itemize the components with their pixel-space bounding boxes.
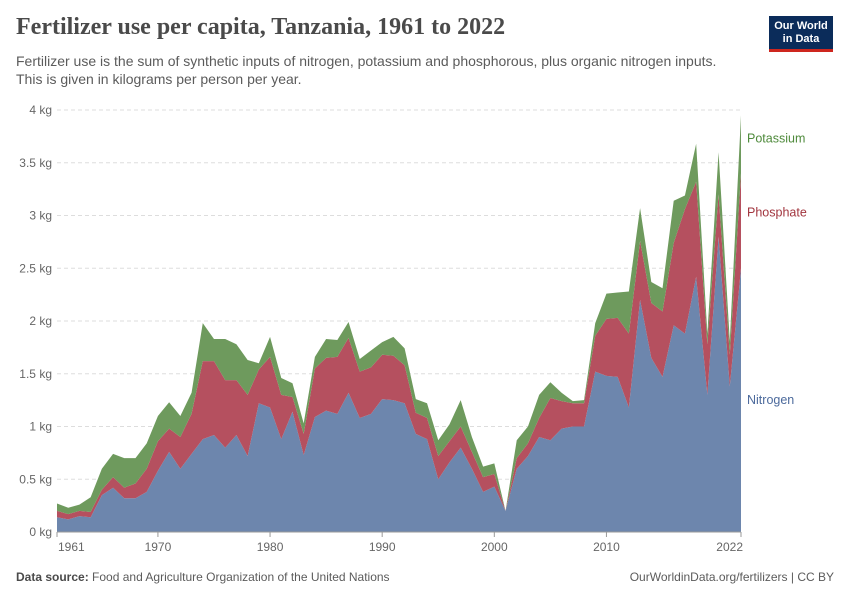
chart-subtitle: Fertilizer use is the sum of synthetic i… [16,53,717,87]
series-label-nitrogen: Nitrogen [747,393,794,407]
x-tick-label: 1980 [257,540,284,554]
x-tick-label: 1990 [369,540,396,554]
axes: 0 kg 0.5 kg 1 kg 1.5 kg 2 kg 2.5 kg 3 kg 3.5 kg… [19,103,743,554]
area-phosphate [57,173,741,520]
x-tick-label: 1961 [58,540,85,554]
area-potassium [57,115,741,515]
x-tick-label: 2000 [481,540,508,554]
owid-logo[interactable]: Our World in Data [769,16,833,52]
data-source-label: Data source: [16,570,89,584]
logo-line-1: Our World [774,19,828,32]
x-tick-label: 2010 [593,540,620,554]
chart-title: Fertilizer use per capita, Tanzania, 196… [16,14,506,40]
stacked-areas [57,115,741,532]
x-tick-label: 1970 [145,540,172,554]
source-url[interactable]: OurWorldinData.org/fertilizers | CC BY [629,570,834,584]
y-tick-label: 1.5 kg [19,367,52,381]
area-nitrogen [57,236,741,532]
series-label-phosphate: Phosphate [747,205,807,219]
data-source-text: Food and Agriculture Organization of the… [92,570,390,584]
y-tick-label: 1 kg [29,420,52,434]
y-tick-label: 2.5 kg [19,261,52,275]
y-tick-label: 0.5 kg [19,472,52,486]
y-tick-label: 3 kg [29,209,52,223]
x-tick-label: 2022 [716,540,743,554]
series-labels: Nitrogen Phosphate Potassium [747,131,807,407]
y-tick-label: 4 kg [29,103,52,117]
y-tick-label: 2 kg [29,314,52,328]
y-tick-label: 0 kg [29,525,52,539]
series-label-potassium: Potassium [747,131,805,145]
y-tick-label: 3.5 kg [19,156,52,170]
data-source: Data source: Food and Agriculture Organi… [16,570,390,584]
logo-line-2: in Data [782,32,820,45]
